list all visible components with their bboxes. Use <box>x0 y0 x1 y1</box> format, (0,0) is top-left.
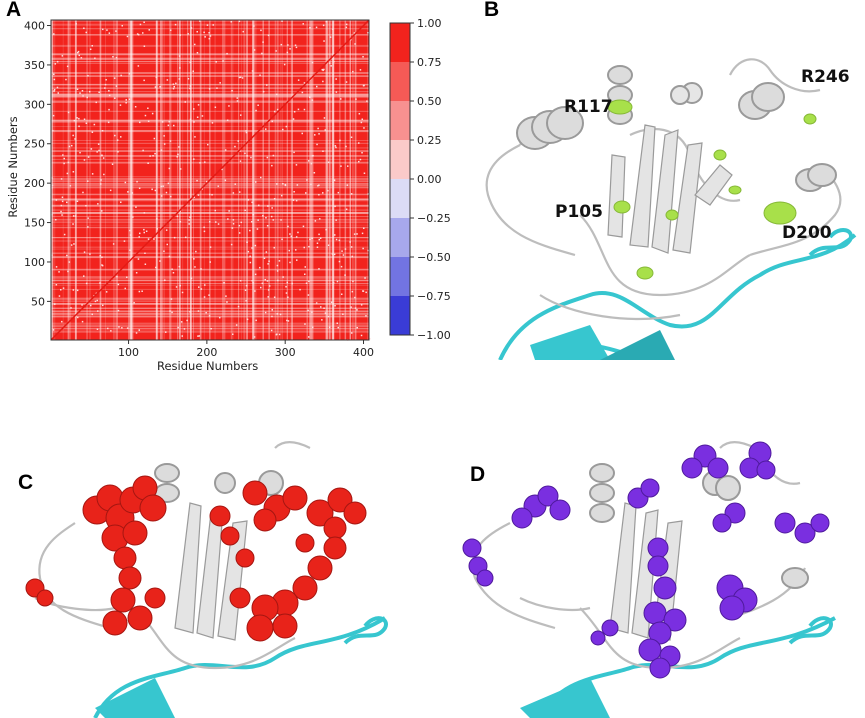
panel-b-letter: B <box>484 0 500 21</box>
x-tick-label: 200 <box>196 346 217 359</box>
colorbar-segment <box>390 218 410 258</box>
colorbar-segment <box>390 296 410 336</box>
sphere-clusters <box>462 441 830 679</box>
colorbar-tick-label: 0.25 <box>417 134 442 147</box>
x-axis-label: Residue Numbers <box>157 359 259 373</box>
x-tick-label: 100 <box>118 346 139 359</box>
structure-panel-c <box>25 441 388 718</box>
heatmap-texture <box>50 19 371 341</box>
helix-left <box>516 106 584 150</box>
residue-label-r117: R117 <box>564 97 613 117</box>
panel-c-letter: C <box>18 471 34 494</box>
helix-right <box>738 82 837 192</box>
partner-sheet <box>600 330 675 360</box>
partner-sheet <box>95 678 175 718</box>
y-axis-label: Residue Numbers <box>6 116 20 218</box>
x-tick-label: 300 <box>275 346 296 359</box>
colorbar-segment <box>390 23 410 63</box>
residue-label-r246: R246 <box>801 67 850 87</box>
x-tick-label: 400 <box>353 346 374 359</box>
residue-label-p105: P105 <box>555 202 603 222</box>
heatmap-chart: 100 200 300 400 50 100 150 200 250 300 350 400 <box>24 19 374 359</box>
colorbar-tick-label: 0.75 <box>417 56 442 69</box>
y-tick-label: 250 <box>24 138 45 151</box>
colorbar-tick-label: −0.50 <box>417 251 451 264</box>
colorbar-tick-label: −1.00 <box>417 329 451 342</box>
y-axis-ticks: 50 100 150 200 250 300 350 400 <box>24 20 51 308</box>
structure-panel-d <box>462 441 836 718</box>
partner-sheet <box>530 325 610 360</box>
colorbar-segment <box>390 179 410 219</box>
hotspot-residues <box>607 99 817 280</box>
colorbar-tick-label: 0.50 <box>417 95 442 108</box>
beta-sheet <box>607 124 733 254</box>
heatmap-frame <box>50 19 370 341</box>
helix-top <box>589 463 809 589</box>
structure-panel-b <box>485 58 857 360</box>
partner-sheet <box>520 678 610 718</box>
colorbar-tick-label: −0.25 <box>417 212 451 225</box>
heatmap-plot-area <box>50 19 371 341</box>
y-tick-label: 400 <box>24 20 45 33</box>
residue-label-d200: D200 <box>782 223 832 243</box>
y-tick-label: 300 <box>24 98 45 111</box>
y-tick-label: 50 <box>31 295 45 308</box>
colorbar-tick-label: 1.00 <box>417 17 442 30</box>
panel-a-letter: A <box>6 0 22 21</box>
colorbar-segment <box>390 140 410 180</box>
colorbar: 1.00 0.75 0.50 0.25 0.00 −0.25 −0.50 −0.75 −1.00 <box>389 17 451 342</box>
colorbar-tick-label: 0.00 <box>417 173 442 186</box>
y-tick-label: 150 <box>24 217 45 230</box>
panel-d-letter: D <box>470 463 486 486</box>
y-tick-label: 200 <box>24 177 45 190</box>
y-tick-label: 100 <box>24 256 45 269</box>
x-axis-ticks: 100 200 300 400 <box>118 340 374 359</box>
colorbar-segment <box>390 101 410 141</box>
sphere-clusters <box>25 475 367 642</box>
colorbar-segment <box>390 257 410 297</box>
helix-small <box>670 82 703 105</box>
y-tick-label: 350 <box>24 59 45 72</box>
beta-sheet <box>174 502 248 641</box>
colorbar-tick-label: −0.75 <box>417 290 451 303</box>
colorbar-segment <box>390 62 410 102</box>
